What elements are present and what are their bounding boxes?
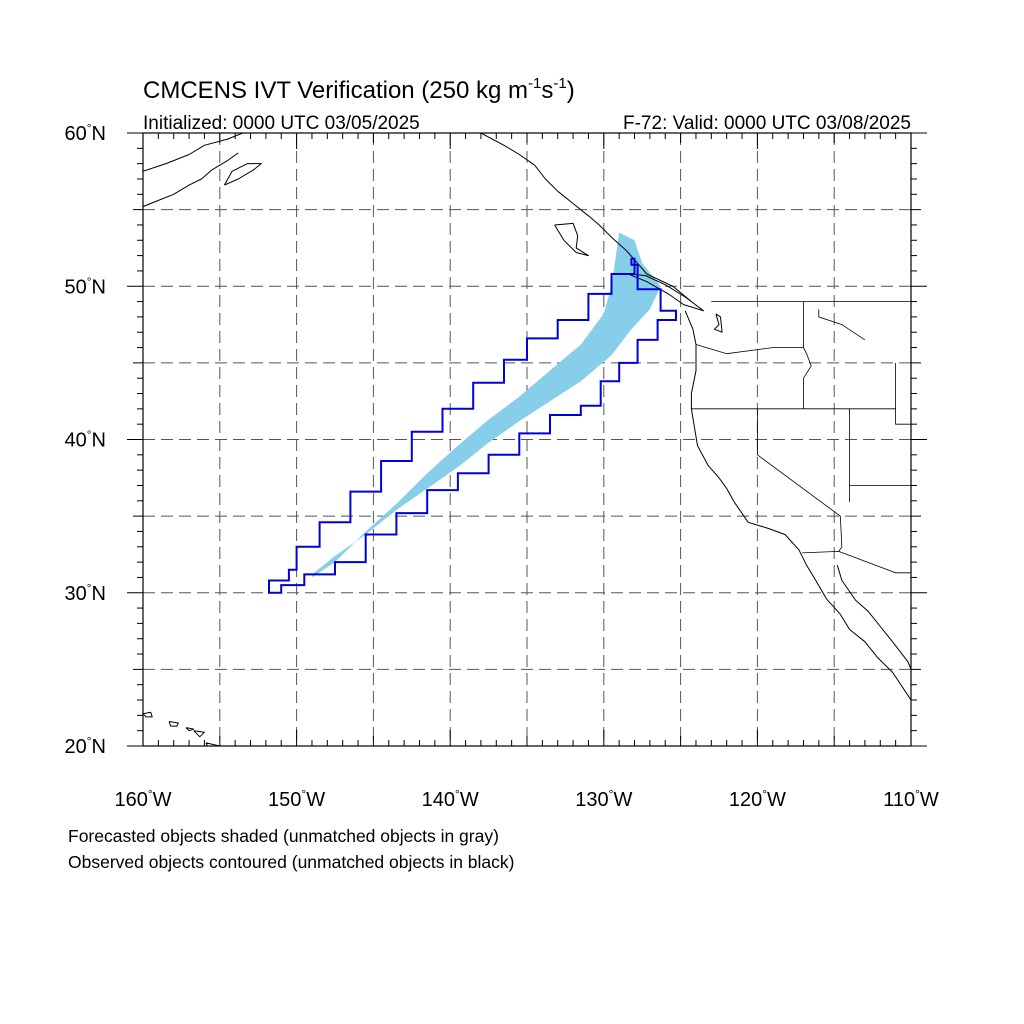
lat-axis-label: 60°N xyxy=(64,121,106,145)
coastline xyxy=(205,742,221,746)
political-border xyxy=(757,408,843,552)
valid-time-label: F-72: Valid: 0000 UTC 03/08/2025 xyxy=(623,113,911,134)
coastline xyxy=(684,310,911,701)
axis-labels: 160°W 150°W 140°W 130°W 120°W 110°W 60°N 50°N 40… xyxy=(64,121,938,811)
coastline xyxy=(143,152,239,208)
forecast-ivt-object xyxy=(312,232,661,578)
observed-objects xyxy=(268,257,677,594)
lat-axis-label: 20°N xyxy=(64,734,106,758)
political-border xyxy=(801,550,911,574)
coastline xyxy=(628,273,705,312)
lon-axis-label: 120°W xyxy=(729,787,786,811)
lon-axis-label: 140°W xyxy=(422,787,479,811)
init-time-label: Initialized: 0000 UTC 03/05/2025 xyxy=(143,113,420,134)
coastline xyxy=(713,313,723,333)
legend-forecast-text: Forecasted objects shaded (unmatched obj… xyxy=(68,826,499,846)
observed-ivt-contour xyxy=(268,257,677,594)
coastline xyxy=(480,133,692,302)
lon-axis-label: 160°W xyxy=(114,787,171,811)
coastline xyxy=(143,133,243,172)
political-border xyxy=(803,301,812,409)
political-border xyxy=(895,362,911,425)
coastline xyxy=(185,727,195,732)
lon-axis-label: 150°W xyxy=(268,787,325,811)
lat-lon-gridlines xyxy=(143,133,911,746)
coastline xyxy=(168,721,179,727)
plot-frame xyxy=(142,132,912,747)
coastline xyxy=(193,730,205,738)
lon-axis-label: 110°W xyxy=(883,787,939,811)
lat-axis-label: 40°N xyxy=(64,428,106,452)
lon-axis-label: 130°W xyxy=(575,787,632,811)
coastline xyxy=(554,222,589,257)
forecast-objects xyxy=(312,232,661,578)
coastline xyxy=(143,711,153,718)
political-border xyxy=(818,309,866,341)
coastline xyxy=(836,565,911,670)
coastlines-and-borders xyxy=(143,133,911,746)
political-border xyxy=(695,344,804,355)
legend-observed-text: Observed objects contoured (unmatched ob… xyxy=(68,852,515,872)
map-title: CMCENS IVT Verification (250 kg m-1s-1) xyxy=(143,75,575,104)
coastline xyxy=(223,163,262,186)
lat-axis-label: 30°N xyxy=(64,581,106,605)
lat-axis-label: 50°N xyxy=(64,274,106,298)
